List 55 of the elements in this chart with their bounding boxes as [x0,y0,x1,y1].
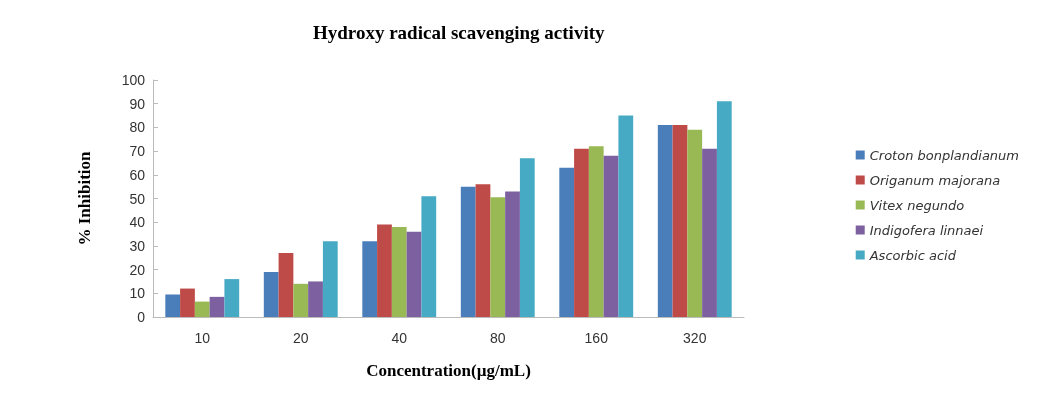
chart-title: Hydroxy radical scavenging activity [313,22,605,43]
legend-label: Croton bonplandianum [869,147,1020,163]
bar [490,197,506,317]
bar [716,101,732,317]
x-tick-label: 40 [391,330,408,346]
bar [209,296,225,317]
x-tick-label: 320 [683,330,707,346]
bar [672,125,688,317]
y-tick-label: 60 [129,166,146,183]
y-tick-label: 100 [121,72,146,88]
bar [559,167,575,317]
bar [278,253,294,317]
bar [702,148,717,317]
bar [362,241,378,317]
bar [588,146,604,317]
x-tick-label: 10 [194,330,211,346]
y-tick-label: 40 [129,214,146,231]
bar [603,155,619,317]
x-axis-title: Concentration(µg/mL) [366,361,531,380]
bar [505,191,520,317]
bar [574,148,589,317]
bar [224,279,240,317]
bar [657,125,673,317]
bar [377,224,392,317]
bar [308,281,323,317]
x-tick-label: 20 [292,330,309,346]
y-tick-label: 70 [129,143,146,160]
bar [293,283,309,317]
bar [421,196,437,317]
legend-label: Origanum majorana [869,172,1001,188]
bar [618,115,634,317]
bar [165,294,181,317]
legend-label: Vitex negundo [869,197,965,213]
y-tick-label: 80 [129,119,146,136]
y-axis-title: % Inhibition [75,150,94,246]
legend-label: Indigofera linnaei [869,222,984,238]
bar [519,158,535,317]
bar [263,271,279,317]
bar [687,129,703,317]
bar [194,301,210,317]
y-tick-label: 0 [137,309,146,325]
legend-label: Ascorbic acid [868,247,957,263]
bar [460,186,476,317]
bar [406,231,422,317]
bar [475,184,491,317]
y-tick-label: 10 [129,285,146,302]
y-tick-label: 20 [129,261,146,278]
y-tick-label: 30 [129,237,146,254]
bar [391,226,407,317]
y-tick-label: 50 [129,190,146,207]
x-tick-label: 160 [584,330,609,346]
bar [322,241,338,317]
x-tick-label: 80 [489,330,506,346]
y-tick-label: 90 [129,95,146,112]
bar [180,288,195,317]
